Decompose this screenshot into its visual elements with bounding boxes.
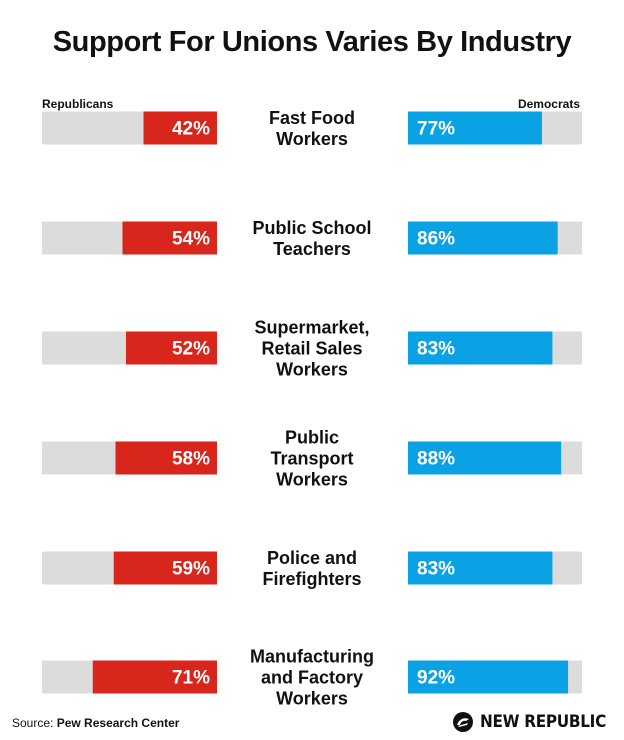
category-label: Transport (270, 449, 353, 469)
category-label: Workers (276, 129, 348, 149)
democrat-bar (408, 660, 569, 694)
category-label: Workers (276, 689, 348, 709)
republican-value-label: 52% (172, 339, 210, 360)
democrat-bar (408, 111, 542, 145)
category-label: and Factory (261, 668, 363, 688)
legend-republicans: Republicans (42, 97, 114, 111)
brand: NEW REPUBLIC (452, 711, 606, 733)
new-republic-logo-icon (452, 712, 473, 732)
democrat-value-label: 88% (417, 449, 455, 470)
brand-name: NEW REPUBLIC (479, 712, 606, 732)
republican-bar (113, 551, 217, 585)
republican-bar (122, 221, 217, 255)
democrat-value-label: 83% (417, 559, 455, 580)
category-label: Police and (267, 548, 357, 568)
category-label: Workers (276, 360, 348, 380)
category-label: Manufacturing (250, 647, 374, 667)
source-name: Pew Research Center (56, 716, 180, 730)
republican-value-label: 58% (172, 449, 210, 470)
republican-value-label: 54% (172, 229, 210, 250)
republican-bar (115, 441, 217, 475)
democrat-value-label: 83% (417, 339, 455, 360)
democrat-bar (408, 551, 553, 585)
source-prefix: Source: (12, 716, 57, 730)
republican-bar (143, 111, 217, 145)
category-label: Public (285, 428, 339, 448)
democrat-value-label: 77% (417, 119, 455, 140)
category-label: Public School (252, 218, 371, 238)
republican-value-label: 42% (172, 119, 210, 140)
democrat-value-label: 92% (417, 668, 455, 689)
democrat-value-label: 86% (417, 229, 455, 250)
republican-value-label: 71% (172, 668, 210, 689)
category-label: Fast Food (269, 108, 355, 128)
category-label: Workers (276, 470, 348, 490)
democrat-bar (408, 441, 562, 475)
republican-bar (92, 660, 217, 694)
democrat-bar (408, 331, 553, 365)
category-label: Firefighters (262, 569, 361, 589)
democrat-bar (408, 221, 558, 255)
category-label: Supermarket, (254, 318, 369, 338)
chart-title: Support For Unions Varies By Industry (52, 26, 572, 58)
legend-democrats: Democrats (517, 97, 580, 111)
republican-bar (126, 331, 217, 365)
republican-value-label: 59% (172, 559, 210, 580)
category-label: Teachers (273, 239, 351, 259)
source-note: Source: Pew Research Center (12, 716, 179, 730)
category-label: Retail Sales (261, 339, 362, 359)
